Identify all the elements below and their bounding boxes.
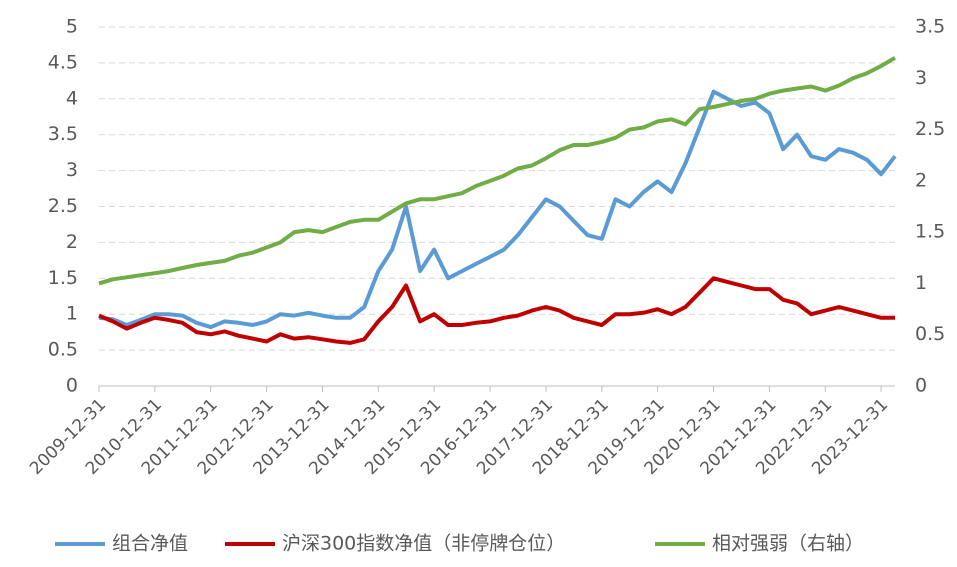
series-line xyxy=(98,56,897,286)
legend-label: 组合净值 xyxy=(112,533,188,555)
y2-tick-label: 0 xyxy=(915,375,927,397)
y2-tick-label: 0.5 xyxy=(915,323,945,345)
y2-tick-label: 2.5 xyxy=(915,118,945,140)
y-tick-label: 2.5 xyxy=(48,195,78,217)
legend-label: 相对强弱（右轴） xyxy=(712,533,864,555)
y-tick-label: 1.5 xyxy=(48,267,78,289)
y-tick-label: 5 xyxy=(66,16,78,38)
y2-tick-label: 1.5 xyxy=(915,221,945,243)
series-line xyxy=(98,276,895,345)
y2-tick-label: 3.5 xyxy=(915,16,945,38)
y-tick-label: 3 xyxy=(66,159,78,181)
y2-tick-label: 2 xyxy=(915,169,927,191)
y-tick-label: 0.5 xyxy=(48,339,78,361)
y2-tick-label: 1 xyxy=(915,272,927,294)
y-tick-label: 2 xyxy=(66,231,78,253)
legend-label: 沪深300指数净值（非停牌仓位） xyxy=(282,533,565,555)
series-line xyxy=(98,89,897,330)
y-tick-label: 4.5 xyxy=(48,51,78,73)
y2-tick-label: 3 xyxy=(915,67,927,89)
y-tick-label: 1 xyxy=(66,303,78,325)
y-tick-label: 0 xyxy=(66,375,78,397)
y-tick-label: 4 xyxy=(66,87,78,109)
y-tick-label: 3.5 xyxy=(48,123,78,145)
